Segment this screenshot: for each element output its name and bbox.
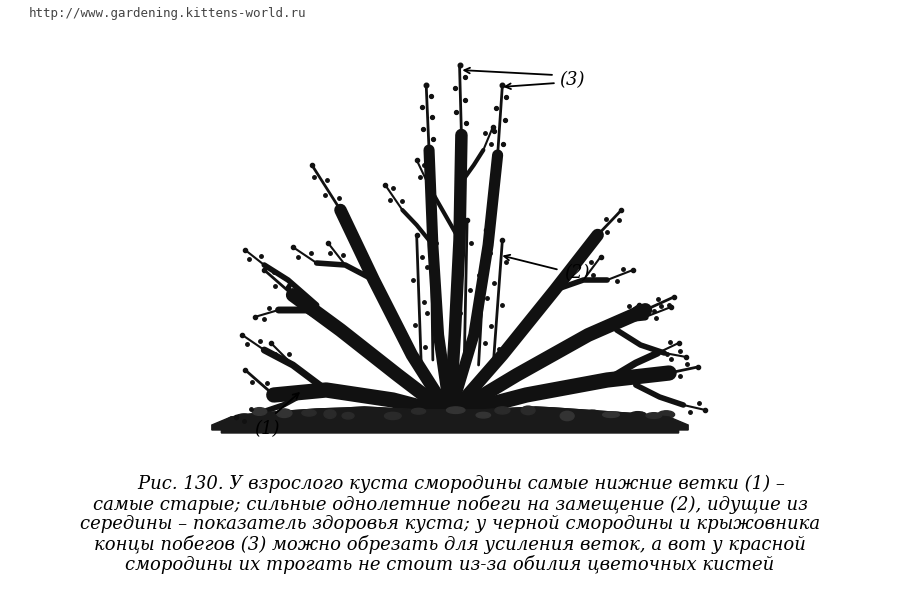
Ellipse shape xyxy=(495,407,510,414)
Ellipse shape xyxy=(476,412,491,418)
Ellipse shape xyxy=(252,407,266,415)
Ellipse shape xyxy=(324,410,336,418)
Ellipse shape xyxy=(276,409,292,418)
Ellipse shape xyxy=(363,416,375,422)
Text: Рис. 130. У взрослого куста смородины самые нижние ветки (1) –: Рис. 130. У взрослого куста смородины са… xyxy=(115,475,785,493)
Ellipse shape xyxy=(585,410,601,419)
Ellipse shape xyxy=(237,414,254,421)
Ellipse shape xyxy=(411,409,426,414)
Ellipse shape xyxy=(584,417,600,422)
Text: середины – показатель здоровья куста; у черной смородины и крыжовника: середины – показатель здоровья куста; у … xyxy=(80,515,820,533)
Ellipse shape xyxy=(646,413,662,418)
Text: (2): (2) xyxy=(564,264,590,282)
Ellipse shape xyxy=(488,413,499,418)
Ellipse shape xyxy=(560,412,574,421)
Ellipse shape xyxy=(430,413,445,420)
Ellipse shape xyxy=(436,415,451,419)
Ellipse shape xyxy=(636,412,647,420)
Polygon shape xyxy=(212,407,688,430)
Text: (3): (3) xyxy=(560,71,585,89)
Ellipse shape xyxy=(338,412,350,416)
Ellipse shape xyxy=(537,415,547,421)
Ellipse shape xyxy=(342,413,354,419)
Ellipse shape xyxy=(521,406,535,415)
Ellipse shape xyxy=(446,407,465,413)
Text: http://www.gardening.kittens-world.ru: http://www.gardening.kittens-world.ru xyxy=(29,7,306,20)
Ellipse shape xyxy=(366,408,378,415)
Ellipse shape xyxy=(461,415,475,418)
Ellipse shape xyxy=(236,414,251,419)
Ellipse shape xyxy=(287,416,302,423)
Ellipse shape xyxy=(538,412,554,420)
Ellipse shape xyxy=(562,414,572,420)
Ellipse shape xyxy=(413,416,425,422)
Polygon shape xyxy=(221,407,679,433)
Text: (1): (1) xyxy=(255,420,280,438)
Text: смородины их трогать не стоит из-за обилия цветочных кистей: смородины их трогать не стоит из-за обил… xyxy=(125,555,775,574)
Text: концы побегов (3) можно обрезать для усиления веток, а вот у красной: концы побегов (3) можно обрезать для уси… xyxy=(94,535,806,554)
Ellipse shape xyxy=(388,414,400,420)
Ellipse shape xyxy=(302,410,316,416)
Ellipse shape xyxy=(315,411,324,419)
Ellipse shape xyxy=(265,413,275,418)
Ellipse shape xyxy=(603,412,619,418)
Ellipse shape xyxy=(384,412,401,419)
Ellipse shape xyxy=(611,412,623,418)
Text: самые старые; сильные однолетние побеги на замещение (2), идущие из: самые старые; сильные однолетние побеги … xyxy=(93,495,807,514)
Ellipse shape xyxy=(658,411,675,418)
Ellipse shape xyxy=(629,412,646,419)
Ellipse shape xyxy=(509,410,526,417)
